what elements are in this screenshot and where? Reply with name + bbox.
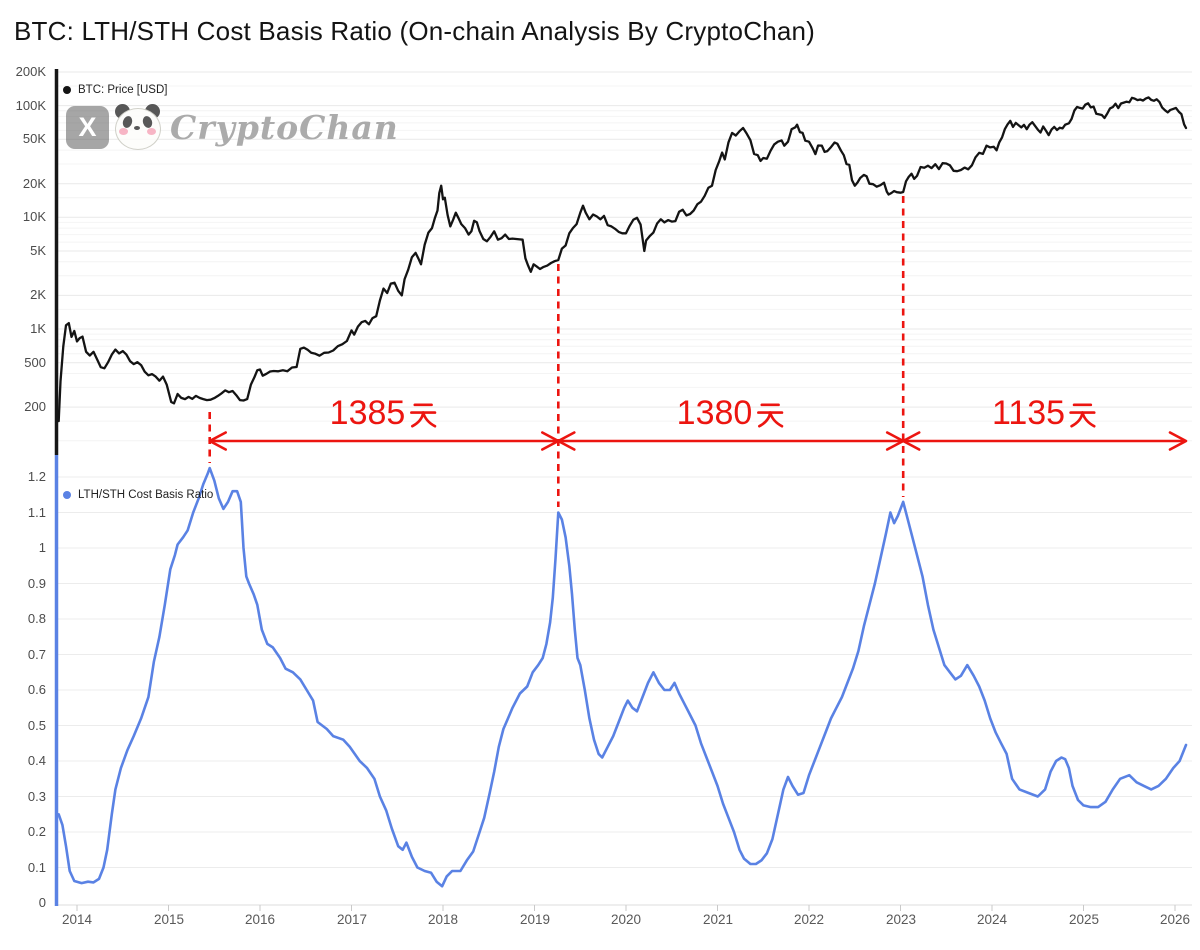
legend-btc-price: BTC: Price [USD] <box>63 84 167 96</box>
ratio-legend-dot-icon <box>63 491 71 499</box>
x-tick-label: 2025 <box>1068 912 1100 927</box>
y-tick-label: 1K <box>30 321 46 336</box>
tian-days-character-glyph <box>1069 403 1096 428</box>
x-tick-label: 2020 <box>610 912 642 927</box>
y-tick-label: 1.2 <box>27 469 46 484</box>
y-tick-label: 2K <box>30 287 46 302</box>
x-tick-label: 2023 <box>885 912 917 927</box>
y-tick-label: 500 <box>24 355 46 370</box>
x-tick-label: 2019 <box>519 912 551 927</box>
cycle-2-days: 1380 <box>676 394 753 432</box>
cycle-3-days: 1135 <box>991 394 1066 432</box>
watermark-name: CryptoChan <box>170 107 399 147</box>
cycle-duration-label-1: 1385 <box>330 396 439 430</box>
y-tick-label: 200K <box>15 64 46 79</box>
tian-days-character-glyph <box>756 403 783 428</box>
y-tick-label: 50K <box>22 131 46 146</box>
y-tick-label: 0.9 <box>27 576 46 591</box>
y-tick-label: 5K <box>30 243 46 258</box>
x-twitter-logo-icon: X <box>66 105 109 149</box>
y-tick-label: 0.1 <box>27 860 46 875</box>
x-tick-label: 2018 <box>427 912 459 927</box>
y-tick-label: 1.1 <box>27 505 46 520</box>
y-tick-label: 200 <box>24 399 46 414</box>
y-tick-label: 10K <box>22 209 46 224</box>
y-tick-label: 1 <box>38 540 46 555</box>
legend-lth-sth-label: LTH/STH Cost Basis Ratio <box>78 489 214 501</box>
legend-lth-sth-ratio: LTH/STH Cost Basis Ratio <box>63 489 213 501</box>
panda-avatar-icon <box>114 104 161 150</box>
cycle-duration-label-3: 1135 <box>992 396 1098 430</box>
y-tick-label: 0.6 <box>27 682 46 697</box>
y-tick-label: 20K <box>22 176 46 191</box>
x-tick-label: 2015 <box>153 912 185 927</box>
watermark: X CryptoChan <box>66 104 399 150</box>
y-tick-label: 0.5 <box>27 718 46 733</box>
page-title: BTC: LTH/STH Cost Basis Ratio (On-chain … <box>14 16 816 46</box>
cycle-1-days: 1385 <box>329 394 406 432</box>
legend-btc-price-label: BTC: Price [USD] <box>78 84 168 96</box>
x-logo-letter: X <box>78 111 97 142</box>
y-tick-label: 0.2 <box>27 824 46 839</box>
tian-days-character-glyph <box>409 403 436 428</box>
x-tick-label: 2022 <box>793 912 825 927</box>
x-tick-label: 2026 <box>1159 912 1191 927</box>
cycle-duration-label-2: 1380 <box>677 396 786 430</box>
x-tick-label: 2014 <box>61 912 93 927</box>
y-tick-label: 0.7 <box>27 647 46 662</box>
y-tick-label: 0.8 <box>27 611 46 626</box>
btc-price-legend-dot-icon <box>63 86 71 94</box>
y-tick-label: 0.4 <box>27 753 46 768</box>
x-tick-label: 2024 <box>976 912 1008 927</box>
y-tick-label: 0.3 <box>27 789 46 804</box>
y-tick-label: 100K <box>15 98 46 113</box>
x-tick-label: 2017 <box>336 912 368 927</box>
x-tick-label: 2021 <box>702 912 734 927</box>
x-tick-label: 2016 <box>244 912 276 927</box>
y-tick-label: 0 <box>38 895 46 910</box>
